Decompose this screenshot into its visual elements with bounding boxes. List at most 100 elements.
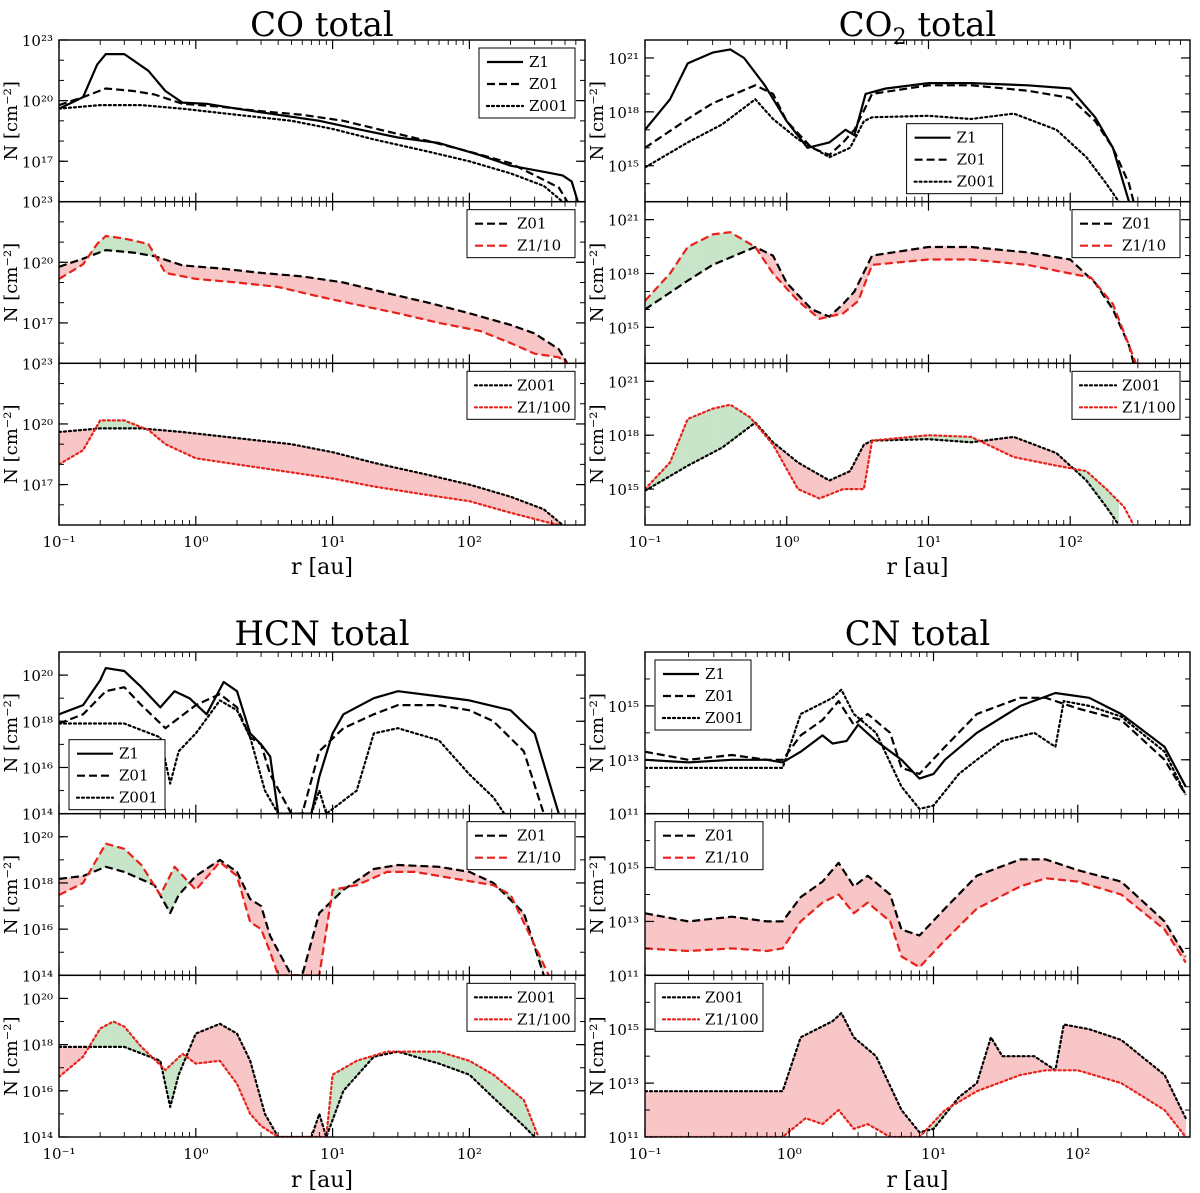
fill-band	[658, 915, 662, 950]
fill-band	[520, 500, 524, 517]
fill-band	[818, 882, 822, 907]
chart-title: HCN total	[234, 614, 409, 654]
fill-band	[905, 249, 908, 263]
legend-label: Z1	[705, 665, 725, 683]
fill-band	[1068, 258, 1071, 274]
fill-band	[444, 306, 447, 325]
fill-band	[318, 449, 322, 478]
fill-band	[689, 1090, 693, 1137]
y-tick-label: 10²⁰	[22, 990, 53, 1008]
fill-band	[418, 472, 422, 495]
fill-band	[537, 506, 541, 521]
fill-band	[177, 263, 181, 277]
legend-label: Z01	[529, 75, 559, 93]
fill-band	[406, 469, 410, 493]
fill-band	[414, 299, 418, 319]
fill-band	[245, 270, 248, 284]
x-tick-label: 10⁰	[183, 533, 208, 551]
fill-band	[246, 438, 249, 467]
fill-band	[675, 261, 678, 290]
fill-band	[980, 872, 984, 908]
fill-band	[1005, 249, 1008, 264]
fill-band	[310, 277, 314, 296]
fill-band	[183, 265, 187, 278]
fill-band	[119, 847, 122, 872]
fill-band	[966, 882, 970, 919]
fill-band	[491, 490, 495, 509]
fill-band	[219, 268, 223, 282]
fill-band	[998, 249, 1002, 263]
fill-band	[342, 282, 346, 303]
fill-band	[191, 432, 195, 459]
fill-band	[1023, 859, 1027, 886]
fill-band	[1007, 862, 1011, 894]
fill-band	[1081, 1027, 1085, 1073]
fill-band	[881, 1067, 885, 1134]
legend-label: Z1/10	[1122, 237, 1166, 255]
fill-band	[764, 920, 767, 952]
fill-band	[416, 472, 420, 495]
fill-band	[728, 1090, 731, 1137]
fill-band	[320, 1118, 323, 1137]
fill-band	[740, 237, 744, 254]
fill-band	[537, 334, 541, 355]
fill-band	[423, 301, 426, 321]
x-tick-label: 10⁻¹	[42, 533, 75, 551]
y-tick-label: 10²³	[22, 355, 53, 373]
fill-band	[527, 502, 530, 519]
fill-band	[973, 875, 977, 913]
fill-band	[1055, 256, 1059, 272]
fill-band	[646, 913, 650, 949]
fill-band	[917, 934, 921, 968]
fill-band	[1142, 1056, 1146, 1099]
fill-band	[909, 249, 912, 262]
fill-band	[357, 285, 361, 306]
fill-band	[858, 880, 862, 910]
fill-band	[389, 466, 393, 490]
fill-band	[363, 287, 367, 308]
fill-band	[393, 294, 397, 314]
fill-band	[734, 234, 737, 257]
fill-band	[60, 431, 64, 464]
fill-band	[820, 880, 824, 905]
fill-band	[678, 919, 682, 951]
fill-band	[1072, 868, 1076, 882]
legend-label: Z1/10	[517, 849, 561, 867]
fill-band	[1066, 258, 1069, 274]
fill-band	[196, 433, 199, 460]
fill-band	[867, 1048, 871, 1127]
fill-band	[1031, 252, 1035, 267]
fill-band	[69, 430, 72, 459]
fill-band	[840, 1012, 844, 1117]
fill-band	[793, 1051, 797, 1129]
fill-band	[327, 450, 330, 479]
fill-band	[503, 322, 507, 342]
fill-band	[439, 305, 443, 324]
fill-band	[1029, 1055, 1033, 1074]
fill-band	[804, 1033, 808, 1120]
fill-band	[942, 908, 945, 944]
fill-band	[374, 289, 378, 310]
fill-band	[249, 271, 253, 285]
fill-band	[145, 243, 149, 256]
fill-band	[1072, 261, 1075, 275]
legend-label: Z01	[957, 151, 987, 169]
fill-band	[231, 437, 235, 465]
fill-band	[874, 254, 878, 265]
panel-2-2: 10²⁰ 10¹⁸ 10¹⁶ 10¹⁴ N [cm⁻²] Z001 Z1/100	[1, 974, 586, 1147]
fill-band	[698, 919, 702, 951]
fill-band	[824, 1023, 828, 1123]
fill-band	[831, 867, 835, 899]
fill-band	[196, 266, 200, 280]
legend: Z1 Z01 Z001	[654, 659, 752, 731]
fill-band	[554, 345, 558, 358]
fill-band	[266, 441, 270, 470]
fill-band	[353, 284, 356, 305]
fill-band	[514, 497, 518, 515]
fill-band	[714, 917, 718, 950]
fill-band	[487, 489, 491, 508]
fill-band	[533, 505, 537, 520]
fill-band	[719, 917, 722, 950]
fill-band	[992, 248, 996, 263]
